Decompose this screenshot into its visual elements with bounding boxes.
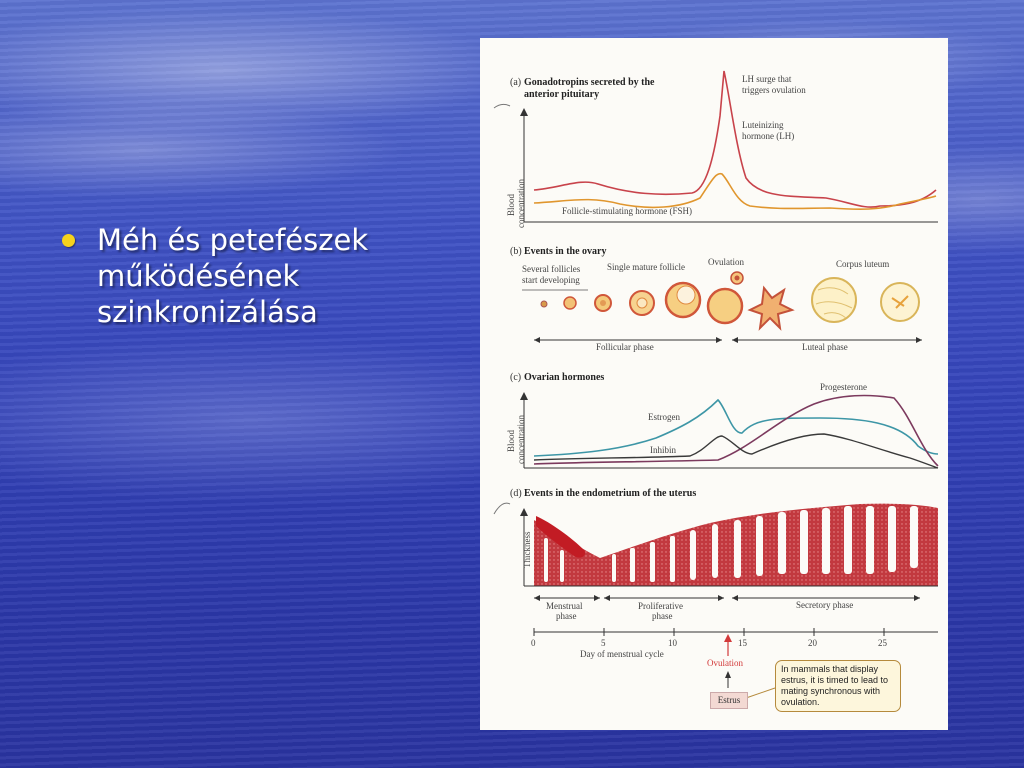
bullet-marker (62, 234, 75, 247)
bullet-line-3: szinkronizálása (97, 295, 318, 329)
estrogen-curve (533, 398, 939, 457)
panel-a-letter: (a) (510, 77, 521, 88)
proliferative-phase-label-line1: Proliferative (638, 601, 683, 611)
panel-c-ylabel-line1: Blood (506, 429, 516, 452)
secretory-phase-label: Secretory phase (796, 600, 853, 610)
menstrual-phase-label-line2: phase (556, 611, 577, 621)
panel-d-ylabel: Thickness (522, 531, 532, 568)
panel-d-y-arrow (520, 508, 528, 516)
corpus-luteum-texture (815, 287, 853, 319)
bullet-text: Méh és petefészek működésének szinkroniz… (97, 222, 368, 330)
panel-c-y-arrow (520, 392, 528, 400)
lh-surge-label-line1: LH surge that (742, 74, 792, 84)
inhibin-label: Inhibin (650, 445, 676, 455)
day-tick-5: 5 (601, 638, 606, 648)
lh-surge-label-line2: triggers ovulation (742, 85, 806, 95)
day-tick-20: 20 (808, 638, 818, 648)
ovulation-axis-label: Ovulation (707, 658, 743, 668)
lh-label-line2: hormone (LH) (742, 131, 794, 141)
mature-follicle-antrum (676, 285, 696, 305)
menstrual-shedding (536, 516, 586, 558)
day-tick-25: 25 (878, 638, 888, 648)
panel-d-bracket (493, 502, 511, 515)
corpus-luteum-label: Corpus luteum (836, 259, 889, 269)
several-follicles-line1: Several follicles (522, 264, 581, 274)
day-tick-15: 15 (738, 638, 748, 648)
luteal-phase-label: Luteal phase (802, 342, 848, 352)
estrogen-label: Estrogen (648, 412, 680, 422)
menstrual-cycle-figure: (a) Gonadotropins secreted by the anteri… (480, 38, 948, 730)
panel-a-ylabel-line1: Blood (506, 193, 516, 216)
panel-c: (c) Ovarian hormones Blood concentration… (506, 372, 939, 469)
day-tick-10: 10 (668, 638, 678, 648)
released-oocyte-core (734, 275, 740, 281)
ovulation-event-label: Ovulation (708, 257, 744, 267)
panel-c-title: Ovarian hormones (524, 372, 604, 383)
follicle-1 (540, 300, 548, 308)
bullet-list: Méh és petefészek működésének szinkroniz… (62, 222, 422, 330)
early-corpus-luteum (747, 285, 795, 331)
panel-a-title-line2: anterior pituitary (524, 89, 599, 100)
note-line-3: mating synchronous with (781, 686, 881, 696)
follicle-4-core (636, 297, 648, 309)
fsh-curve (533, 172, 937, 210)
follicular-phase-label: Follicular phase (596, 342, 654, 352)
figure-svg: (a) Gonadotropins secreted by the anteri… (493, 70, 939, 699)
panel-c-letter: (c) (510, 372, 521, 383)
panel-a-ylabel-line2: concentration (516, 179, 526, 228)
single-mature-label: Single mature follicle (607, 262, 685, 272)
ruptured-follicle (706, 287, 744, 325)
note-line-4: ovulation. (781, 697, 820, 707)
uterine-glands (544, 506, 918, 582)
day-axis-label: Day of menstrual cycle (580, 649, 664, 659)
note-connector (745, 687, 776, 699)
estrus-label: Estrus (710, 692, 748, 709)
panel-c-ylabel-line2: concentration (516, 415, 526, 464)
day-tick-0: 0 (531, 638, 536, 648)
panel-a-bracket (493, 103, 511, 109)
fsh-label: Follicle-stimulating hormone (FSH) (562, 206, 692, 216)
corpus-luteum (811, 277, 857, 323)
day-axis: 0 5 10 15 20 25 Day of menstrual cycle O… (531, 628, 938, 699)
panel-d: (d) Events in the endometrium of the ute… (493, 488, 938, 621)
bullet-line-1: Méh és petefészek (97, 223, 369, 257)
regressing-corpus-luteum (880, 282, 920, 322)
ovulation-arrowhead (724, 634, 732, 642)
note-line-2: estrus, it is timed to lead to (781, 675, 889, 685)
follicle-3-core (600, 300, 606, 306)
regressing-corpus-luteum-core (891, 295, 909, 309)
menstrual-phase-label-line1: Menstrual (546, 601, 583, 611)
estrus-note: In mammals that display estrus, it is ti… (775, 660, 901, 712)
estrus-arrowhead (725, 671, 731, 678)
panel-a: (a) Gonadotropins secreted by the anteri… (493, 70, 938, 228)
note-line-1: In mammals that display (781, 664, 879, 674)
panel-b-title: Events in the ovary (524, 246, 607, 257)
panel-d-letter: (d) (510, 488, 522, 499)
panel-a-y-arrow (520, 108, 528, 116)
panel-b: (b) Events in the ovary Several follicle… (510, 246, 922, 352)
several-follicles-line2: start developing (522, 275, 580, 285)
panel-b-letter: (b) (510, 246, 522, 257)
proliferative-phase-label-line2: phase (652, 611, 673, 621)
bullet-line-2: működésének (97, 259, 300, 293)
panel-a-title-line1: Gonadotropins secreted by the (524, 77, 655, 88)
follicle-2 (563, 296, 577, 310)
lh-label-line1: Luteinizing (742, 120, 784, 130)
lh-curve (533, 70, 937, 208)
panel-d-title: Events in the endometrium of the uterus (524, 488, 696, 499)
progesterone-curve (533, 394, 939, 467)
inhibin-curve (533, 433, 939, 469)
progesterone-label: Progesterone (820, 382, 867, 392)
